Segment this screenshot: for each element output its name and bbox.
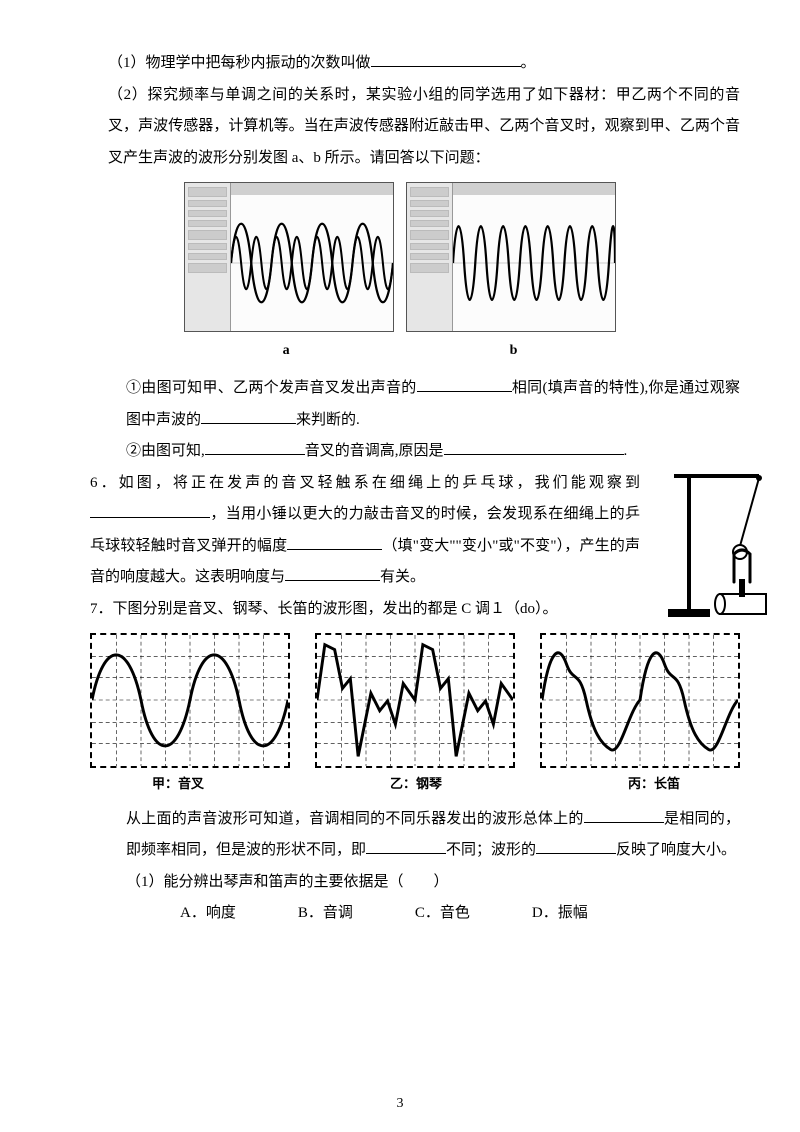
q7-wave-labels: 甲：音叉 乙：钢琴 丙：长笛 <box>60 770 740 797</box>
option-c[interactable]: C．音色 <box>415 898 470 930</box>
wave-piano <box>315 633 515 768</box>
question-6: 6．如图，将正在发声的音叉轻触系在细绳上的乒乓球，我们能观察到，当用小锤以更大的… <box>60 468 740 594</box>
q5-figures <box>60 182 740 332</box>
tuning-fork-figure <box>662 464 782 624</box>
option-a[interactable]: A．响度 <box>180 898 236 930</box>
waveform-panel-a <box>184 182 394 332</box>
q5-sub2: ②由图可知, 音叉的音调高,原因是. <box>60 436 740 468</box>
text: ②由图可知, <box>126 443 205 459</box>
wave-tuning-fork <box>90 633 290 768</box>
panel-sidebar <box>407 183 453 331</box>
q7-sub1: （1）能分辨出琴声和笛声的主要依据是（ ） <box>60 867 740 899</box>
text: （1）能分辨出琴声和笛声的主要依据是（ ） <box>126 874 449 890</box>
blank[interactable] <box>444 437 624 455</box>
waveform-a <box>231 183 393 331</box>
text: （2）探究频率与单调之间的关系时，某实验小组的同学选用了如下器材：甲乙两个不同的… <box>108 87 740 166</box>
question-7-intro: 7．下图分别是音叉、钢琴、长笛的波形图，发出的都是 C 调１（do）。 <box>60 594 740 626</box>
label-b: b <box>510 336 518 365</box>
q6-num: 6． <box>90 475 119 491</box>
text: 。 <box>521 55 536 71</box>
blank[interactable] <box>90 500 210 518</box>
page-number: 3 <box>0 1089 800 1118</box>
blank[interactable] <box>201 406 296 424</box>
text: 如图，将正在发声的音叉轻触系在细绳上的乒乓球，我们能观察到 <box>119 475 640 491</box>
q5-part2: （2）探究频率与单调之间的关系时，某实验小组的同学选用了如下器材：甲乙两个不同的… <box>60 80 740 175</box>
blank[interactable] <box>205 437 305 455</box>
text: 从上面的声音波形可知道，音调相同的不同乐器发出的波形总体上的 <box>126 811 584 827</box>
blank[interactable] <box>417 374 512 392</box>
text: 不同；波形的 <box>446 842 536 858</box>
blank[interactable] <box>287 532 382 550</box>
label-piano: 乙：钢琴 <box>390 770 442 797</box>
text: 有关。 <box>380 569 425 585</box>
panel-title <box>453 183 615 195</box>
panel-sidebar <box>185 183 231 331</box>
q7-waveforms <box>60 633 740 768</box>
label-a: a <box>283 336 290 365</box>
blank[interactable] <box>366 836 446 854</box>
text: 下图分别是音叉、钢琴、长笛的波形图，发出的都是 C 调１（do）。 <box>113 601 558 617</box>
blank[interactable] <box>584 805 664 823</box>
q5-figure-labels: a b <box>60 336 740 365</box>
waveform-panel-b <box>406 182 616 332</box>
wave-flute <box>540 633 740 768</box>
text: 音叉的音调高,原因是 <box>305 443 444 459</box>
text: 反映了响度大小。 <box>616 842 736 858</box>
waveform-b <box>453 183 615 331</box>
q5-part1: （1）物理学中把每秒内振动的次数叫做 。 <box>60 48 740 80</box>
text: 来判断的. <box>296 412 360 428</box>
option-d[interactable]: D．振幅 <box>532 898 588 930</box>
blank[interactable] <box>285 563 380 581</box>
q5-sub1: ①由图可知甲、乙两个发声音叉发出声音的相同(填声音的特性),你是通过观察图中声波… <box>60 373 740 436</box>
q7-body: 从上面的声音波形可知道，音调相同的不同乐器发出的波形总体上的是相同的，即频率相同… <box>60 804 740 867</box>
label-flute: 丙：长笛 <box>628 770 680 797</box>
text: . <box>624 443 628 459</box>
panel-title <box>231 183 393 195</box>
text: （1）物理学中把每秒内振动的次数叫做 <box>108 55 371 71</box>
blank[interactable] <box>536 836 616 854</box>
label-fork: 甲：音叉 <box>152 770 204 797</box>
q7-num: 7． <box>90 601 113 617</box>
text: ①由图可知甲、乙两个发声音叉发出声音的 <box>126 380 417 396</box>
option-b[interactable]: B．音调 <box>298 898 353 930</box>
blank[interactable] <box>371 49 521 67</box>
q7-options: A．响度 B．音调 C．音色 D．振幅 <box>60 898 740 930</box>
